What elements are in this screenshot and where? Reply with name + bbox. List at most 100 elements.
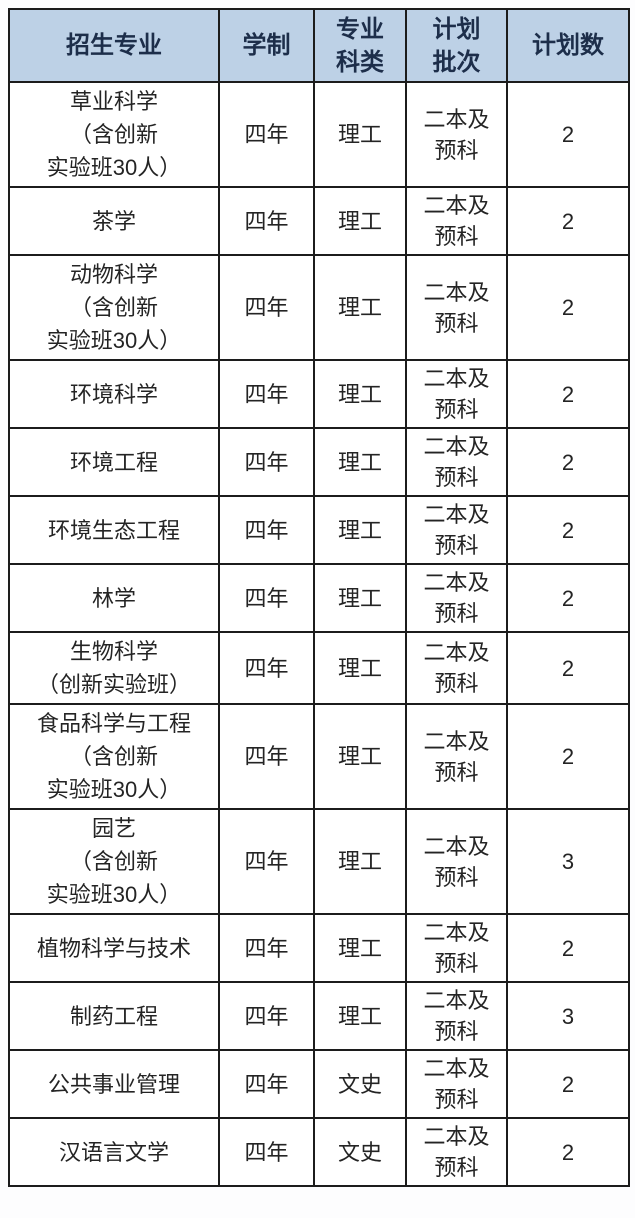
text-line: 动物科学 [69,262,158,287]
cell-batch: 二本及 预科 [405,1117,508,1187]
enrollment-plan-table: 招生专业 学制 专业 科类 计划 批次 计划数 草业科学 （含创新 实验班30人） 四年… [8,8,630,1187]
cell-category: 文史 [313,1049,407,1119]
table-row: 环境生态工程 四年 理工 二本及 预科 2 [8,495,630,565]
cell-duration: 四年 [218,186,315,256]
table-row: 汉语言文学 四年 文史 二本及预科 2 [8,1117,630,1187]
cell-count: 2 [506,703,630,810]
text-line: 二本及 [423,366,490,391]
cell-count: 2 [506,563,630,633]
cell-duration: 四年 [218,254,315,361]
cell-batch: 二本及 预科 [405,254,508,361]
cell-category: 理工 [313,359,407,429]
text-line: 二本及 [423,833,490,859]
cell-category: 理工 [313,81,407,188]
text-line: 实验班30人） [46,155,182,180]
text-line: 专业 [336,15,384,43]
table-row: 林学 四年 理工 二本及 预科 2 [8,563,630,633]
cell-count: 2 [506,186,630,256]
text-line: 二本及 [423,920,490,945]
cell-category: 理工 [313,563,407,633]
header-row: 招生专业 学制 专业 科类 计划 批次 计划数 [8,8,630,83]
text-line: 二本及 [423,106,490,132]
text-line: 二本及 [423,502,490,527]
cell-batch: 二本及 预科 [405,81,508,188]
cell-category: 理工 [313,427,407,497]
cell-major: 园艺 （含创新 实验班30人） [8,808,220,915]
text-line: 二本及 [423,1124,490,1149]
text-line: 预科 [434,671,479,696]
cell-duration: 四年 [218,981,315,1051]
table-row: 环境科学 四年 理工 二本及 预科 2 [8,359,630,429]
text-line: （含创新 [69,295,158,320]
text-line: 批次 [432,48,481,76]
table-row: 公共事业管理 四年 文史 二本及 预科 2 [8,1049,630,1119]
cell-duration: 四年 [218,427,315,497]
text-line: 预科 [434,137,479,163]
cell-batch: 二本及 预科 [405,563,508,633]
cell-batch: 二本及 预科 [405,427,508,497]
cell-count: 2 [506,631,630,705]
cell-count: 3 [506,981,630,1051]
cell-category: 理工 [313,703,407,810]
text-line: 食品科学与工程 [36,711,191,736]
table-row: 制药工程 四年 理工 二本及 预科 3 [8,981,630,1051]
cell-duration: 四年 [218,703,315,810]
text-line: 预科 [434,310,479,336]
text-line: 预科 [434,951,479,976]
text-line: 生物科学 [69,639,158,664]
cell-duration: 四年 [218,1117,315,1187]
cell-count: 2 [506,1117,630,1187]
cell-batch: 二本及 预科 [405,703,508,810]
cell-count: 2 [506,427,630,497]
header-duration: 学制 [218,8,315,83]
cell-batch: 二本及 预科 [405,981,508,1051]
table-header: 招生专业 学制 专业 科类 计划 批次 计划数 [8,8,630,83]
cell-major: 环境生态工程 [8,495,220,565]
text-line: 预科 [434,1019,479,1044]
cell-batch: 二本及 预科 [405,186,508,256]
cell-major: 动物科学 （含创新 实验班30人） [8,254,220,361]
cell-duration: 四年 [218,1049,315,1119]
cell-batch: 二本及 预科 [405,808,508,915]
cell-category: 理工 [313,913,407,983]
header-count: 计划数 [506,8,630,83]
text-line: 茶学 [91,208,136,234]
cell-category: 文史 [313,1117,407,1187]
cell-count: 2 [506,913,630,983]
text-line: 实验班30人） [46,882,182,907]
text-line: 预科 [434,1155,479,1180]
cell-duration: 四年 [218,495,315,565]
cell-major: 制药工程 [8,981,220,1051]
text-line: 计划数 [532,32,604,59]
cell-category: 理工 [313,495,407,565]
text-line: 制药工程 [69,1003,158,1029]
text-line: （含创新 [69,744,158,769]
table-row: 草业科学 （含创新 实验班30人） 四年 理工 二本及 预科 2 [8,81,630,188]
text-line: 汉语言文学 [58,1139,169,1165]
cell-batch: 二本及 预科 [405,359,508,429]
cell-count: 2 [506,81,630,188]
table-row: 茶学 四年 理工 二本及 预科 2 [8,186,630,256]
text-line: 林学 [91,585,136,611]
cell-major: 环境科学 [8,359,220,429]
text-line: 预科 [434,759,479,785]
cell-major: 公共事业管理 [8,1049,220,1119]
text-line: 二本及 [423,193,490,218]
cell-count: 2 [506,495,630,565]
cell-duration: 四年 [218,808,315,915]
cell-category: 理工 [313,186,407,256]
text-line: 草业科学 [69,89,158,114]
cell-category: 理工 [313,981,407,1051]
text-line: 环境工程 [69,449,158,475]
text-line: （含创新 [69,122,158,147]
text-line: 环境生态工程 [47,517,180,543]
cell-duration: 四年 [218,913,315,983]
text-line: 预科 [434,465,479,490]
text-line: 二本及 [423,640,490,665]
text-line: 计划 [432,15,481,43]
text-line: （含创新 [69,849,158,874]
text-line: 预科 [434,1087,479,1112]
cell-major: 食品科学与工程 （含创新 实验班30人） [8,703,220,810]
cell-duration: 四年 [218,631,315,705]
